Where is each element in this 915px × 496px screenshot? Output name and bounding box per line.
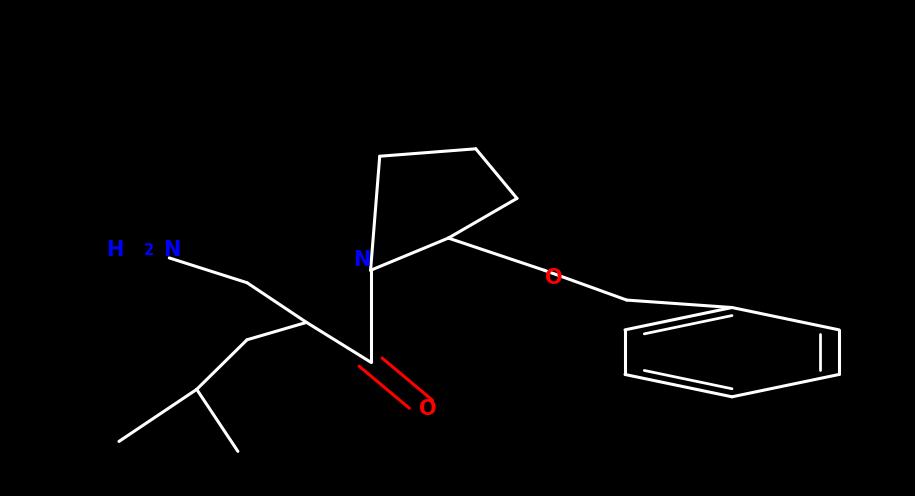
Text: H: H [106,241,123,260]
Text: O: O [419,399,437,419]
Text: O: O [544,268,563,288]
Text: 2: 2 [144,243,155,258]
Text: N: N [353,250,370,270]
Text: N: N [164,241,180,260]
